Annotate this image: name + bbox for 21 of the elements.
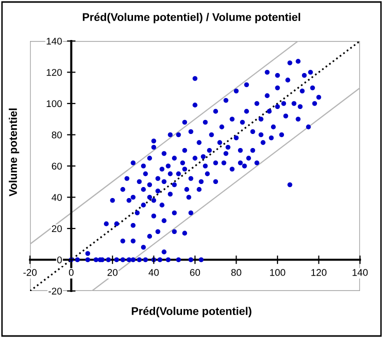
x-tick-label: 120	[311, 269, 326, 276]
x-tick-label: -20	[23, 269, 37, 276]
y-tick-label: 60	[52, 162, 62, 170]
y-tick-label: 80	[52, 131, 62, 138]
y-tick-label: 140	[46, 38, 62, 45]
y-tick-label: 20	[52, 225, 62, 232]
y-tick-label: 0	[57, 256, 62, 264]
y-tick-label: -20	[48, 288, 62, 295]
x-tick-label: 140	[352, 269, 368, 276]
y-tick-label: 120	[46, 68, 62, 76]
y-axis-title: Volume potentiel	[8, 108, 20, 196]
x-tick-label: 100	[270, 269, 286, 276]
y-tick-label: 40	[52, 194, 62, 201]
x-tick-label: 0	[68, 269, 74, 276]
x-tick-label: 80	[231, 269, 242, 276]
chart-title: Préd(Volume potentiel) / Volume potentiel	[82, 12, 300, 24]
x-tick-label: 60	[190, 269, 200, 276]
x-tick-label: 40	[148, 269, 159, 276]
y-tick-label: 100	[46, 100, 62, 108]
x-axis-title: Préd(Volume potentiel)	[132, 306, 252, 318]
x-tick-label: 20	[108, 269, 118, 276]
